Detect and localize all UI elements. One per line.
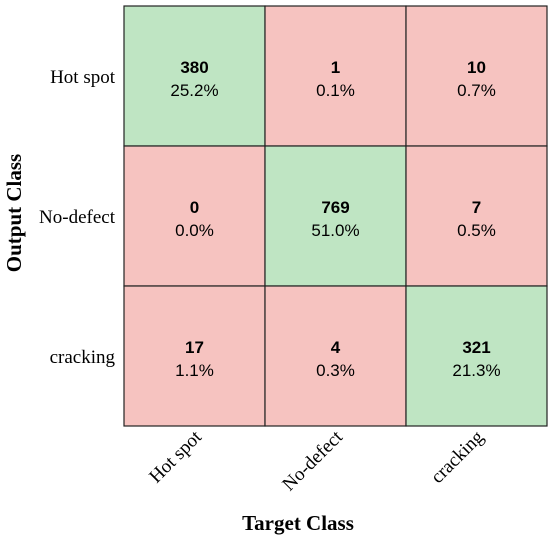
cell-count-label: 4 (331, 338, 341, 357)
cell-count-label: 7 (472, 198, 481, 217)
row-tick-label: Hot spot (50, 67, 116, 88)
matrix-cell (123, 285, 266, 427)
cell-count-label: 0 (190, 198, 199, 217)
matrix-cell (405, 5, 548, 147)
cell-percent-label: 0.0% (175, 221, 214, 240)
cell-percent-label: 1.1% (175, 361, 214, 380)
cell-count-label: 10 (467, 58, 486, 77)
cell-count-label: 769 (321, 198, 349, 217)
matrix-cell (264, 145, 407, 287)
matrix-cell (264, 285, 407, 427)
cell-count-label: 321 (462, 338, 490, 357)
matrix-cell (264, 5, 407, 147)
x-axis-title: Target Class (242, 511, 354, 535)
cell-percent-label: 0.7% (457, 81, 496, 100)
cell-percent-label: 21.3% (452, 361, 500, 380)
cell-count-label: 380 (180, 58, 208, 77)
matrix-cell (123, 5, 266, 147)
row-tick-label: cracking (50, 347, 116, 368)
y-axis-title: Output Class (2, 154, 26, 272)
cell-percent-label: 0.3% (316, 361, 355, 380)
cell-percent-label: 25.2% (170, 81, 218, 100)
matrix-cell (123, 145, 266, 287)
cell-percent-label: 0.1% (316, 81, 355, 100)
matrix-cells (123, 5, 548, 427)
matrix-cell (405, 145, 548, 287)
cell-count-label: 1 (331, 58, 340, 77)
column-tick-label: cracking (427, 426, 488, 487)
cell-percent-label: 51.0% (311, 221, 359, 240)
column-tick-label: Hot spot (145, 426, 206, 487)
column-tick-label: No-defect (278, 426, 347, 495)
row-tick-label: No-defect (39, 207, 116, 228)
cell-percent-label: 0.5% (457, 221, 496, 240)
matrix-cell (405, 285, 548, 427)
cell-count-label: 17 (185, 338, 204, 357)
